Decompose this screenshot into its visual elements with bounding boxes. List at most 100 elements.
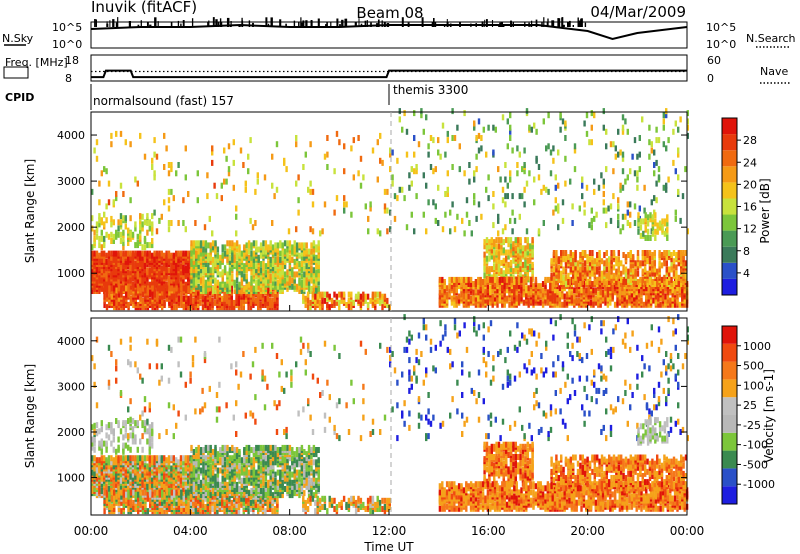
echo-cell [483, 264, 486, 270]
echo-cell [247, 291, 250, 298]
echo-cell [100, 275, 103, 282]
echo-cell [230, 285, 233, 292]
echo-cell [678, 301, 682, 308]
echo-cell [211, 240, 215, 247]
echo-cell [642, 230, 645, 237]
velocity-scatter-cells [91, 314, 689, 515]
echo-cell [376, 228, 379, 235]
echo-cell [306, 297, 310, 304]
echo-cell [148, 281, 151, 288]
echo-cell [588, 250, 592, 256]
echo-cell [235, 213, 238, 220]
echo-cell [209, 258, 212, 265]
echo-cell [112, 269, 115, 276]
echo-cell [190, 277, 193, 284]
echo-cell [523, 201, 526, 208]
echo-cell [624, 213, 627, 220]
echo-cell [524, 245, 527, 252]
echo-cell [644, 216, 647, 223]
echo-cell [557, 276, 560, 283]
echo-cell [672, 258, 676, 265]
echo-cell [513, 289, 516, 296]
echo-cell [235, 293, 238, 300]
echo-cell [326, 135, 329, 141]
echo-cell [264, 299, 267, 306]
echo-cell [626, 128, 629, 135]
echo-cell [593, 178, 596, 185]
echo-cell [333, 209, 336, 216]
echo-cell [677, 151, 680, 158]
echo-cell [226, 285, 229, 292]
echo-cell [326, 164, 329, 170]
echo-cell [517, 257, 520, 264]
echo-cell [540, 188, 543, 195]
echo-cell [415, 168, 418, 175]
echo-cell [628, 297, 631, 304]
echo-cell [626, 201, 629, 208]
echo-cell [303, 271, 306, 278]
echo-cell [568, 289, 571, 296]
echo-cell [554, 205, 557, 212]
echo-cell [93, 250, 96, 257]
echo-cell [271, 302, 274, 308]
echo-cell [134, 225, 137, 232]
echo-cell [546, 276, 550, 283]
echo-cell [396, 157, 399, 164]
echo-cell [307, 279, 311, 286]
echo-cell [525, 180, 529, 187]
echo-cell [389, 226, 392, 233]
noise-sky-line [90, 23, 688, 41]
echo-cell [110, 231, 113, 238]
echo-cell [610, 258, 613, 265]
echo-cell [297, 197, 300, 204]
echo-cell [485, 245, 489, 252]
echo-cell [250, 242, 253, 249]
echo-cell [608, 264, 611, 271]
echo-cell [95, 155, 99, 162]
echo-cell [279, 263, 282, 270]
echo-cell [513, 279, 516, 285]
echo-cell [105, 258, 108, 265]
echo-cell [567, 272, 570, 279]
echo-cell [516, 145, 519, 152]
echo-cell [100, 235, 103, 242]
echo-cell [95, 471, 99, 478]
echo-cell [663, 250, 666, 256]
echo-cell [194, 287, 197, 294]
echo-cell [199, 267, 203, 274]
echo-cell [312, 254, 316, 261]
echo-cell [221, 244, 224, 251]
echo-cell [674, 209, 677, 216]
echo-cell [110, 254, 113, 261]
echo-cell [680, 250, 683, 256]
echo-cell [315, 244, 318, 251]
echo-cell [602, 124, 605, 131]
echo-cell [295, 180, 298, 187]
echo-cell [636, 279, 640, 285]
echo-cell [225, 155, 228, 162]
echo-cell [233, 256, 236, 263]
echo-cell [463, 110, 466, 117]
echo-cell [512, 241, 515, 248]
echo-cell [307, 288, 311, 294]
echo-cell [602, 191, 605, 197]
echo-cell [544, 276, 547, 283]
echo-cell [249, 291, 253, 298]
echo-cell [223, 302, 226, 308]
echo-cell [167, 170, 171, 177]
echo-cell [148, 219, 151, 226]
echo-cell [233, 242, 236, 249]
echo-cell [125, 291, 128, 298]
echo-cell [577, 297, 581, 304]
echo-cell [458, 166, 461, 173]
echo-cell [658, 220, 662, 227]
echo-cell [219, 254, 222, 261]
echo-cell [668, 266, 671, 273]
echo-cell [274, 279, 277, 286]
echo-cell [352, 137, 355, 144]
echo-cell [204, 265, 208, 272]
noise-right-tick-top: 10^5 [706, 21, 736, 34]
echo-cell [231, 279, 234, 286]
echo-cell [221, 252, 224, 259]
